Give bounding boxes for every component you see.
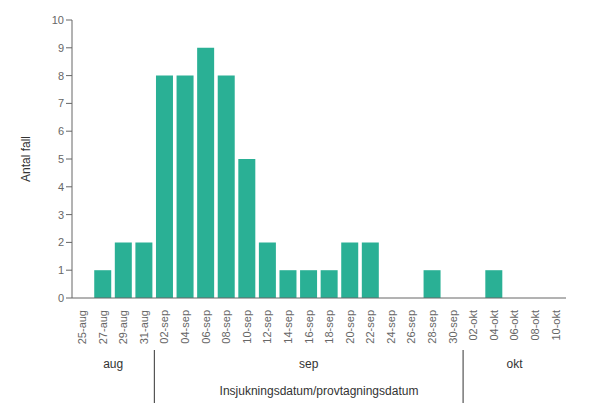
svg-text:28-sep: 28-sep [426, 310, 438, 344]
svg-text:sep: sep [299, 357, 319, 371]
svg-text:8: 8 [58, 70, 64, 82]
svg-text:26-sep: 26-sep [405, 310, 417, 344]
svg-text:0: 0 [58, 292, 64, 304]
svg-text:04-okt: 04-okt [488, 310, 500, 341]
svg-text:9: 9 [58, 42, 64, 54]
svg-text:06-okt: 06-okt [508, 310, 520, 341]
svg-text:22-sep: 22-sep [364, 310, 376, 344]
svg-text:08-sep: 08-sep [220, 310, 232, 344]
svg-text:6: 6 [58, 125, 64, 137]
svg-text:Insjukningsdatum/provtagningsd: Insjukningsdatum/provtagningsdatum [220, 384, 419, 398]
svg-text:20-sep: 20-sep [344, 310, 356, 344]
svg-text:30-sep: 30-sep [447, 310, 459, 344]
svg-text:08-okt: 08-okt [529, 310, 541, 341]
svg-text:24-sep: 24-sep [385, 310, 397, 344]
svg-text:3: 3 [58, 209, 64, 221]
svg-text:7: 7 [58, 97, 64, 109]
svg-text:16-sep: 16-sep [303, 310, 315, 344]
svg-text:okt: okt [507, 357, 524, 371]
svg-text:04-sep: 04-sep [179, 310, 191, 344]
svg-text:02-sep: 02-sep [158, 310, 170, 344]
svg-text:5: 5 [58, 153, 64, 165]
svg-text:06-sep: 06-sep [200, 310, 212, 344]
svg-text:4: 4 [58, 181, 64, 193]
svg-text:2: 2 [58, 236, 64, 248]
svg-text:10-okt: 10-okt [550, 310, 562, 341]
svg-text:aug: aug [103, 357, 123, 371]
svg-text:1: 1 [58, 264, 64, 276]
svg-text:31-aug: 31-aug [138, 310, 150, 344]
svg-text:10-sep: 10-sep [241, 310, 253, 344]
svg-text:18-sep: 18-sep [323, 310, 335, 344]
svg-text:02-okt: 02-okt [467, 310, 479, 341]
svg-text:10: 10 [52, 14, 64, 26]
svg-text:12-sep: 12-sep [261, 310, 273, 344]
svg-text:25-aug: 25-aug [76, 310, 88, 344]
svg-text:Antal fall: Antal fall [19, 136, 33, 182]
svg-text:29-aug: 29-aug [117, 310, 129, 344]
svg-text:27-aug: 27-aug [97, 310, 109, 344]
svg-text:14-sep: 14-sep [282, 310, 294, 344]
